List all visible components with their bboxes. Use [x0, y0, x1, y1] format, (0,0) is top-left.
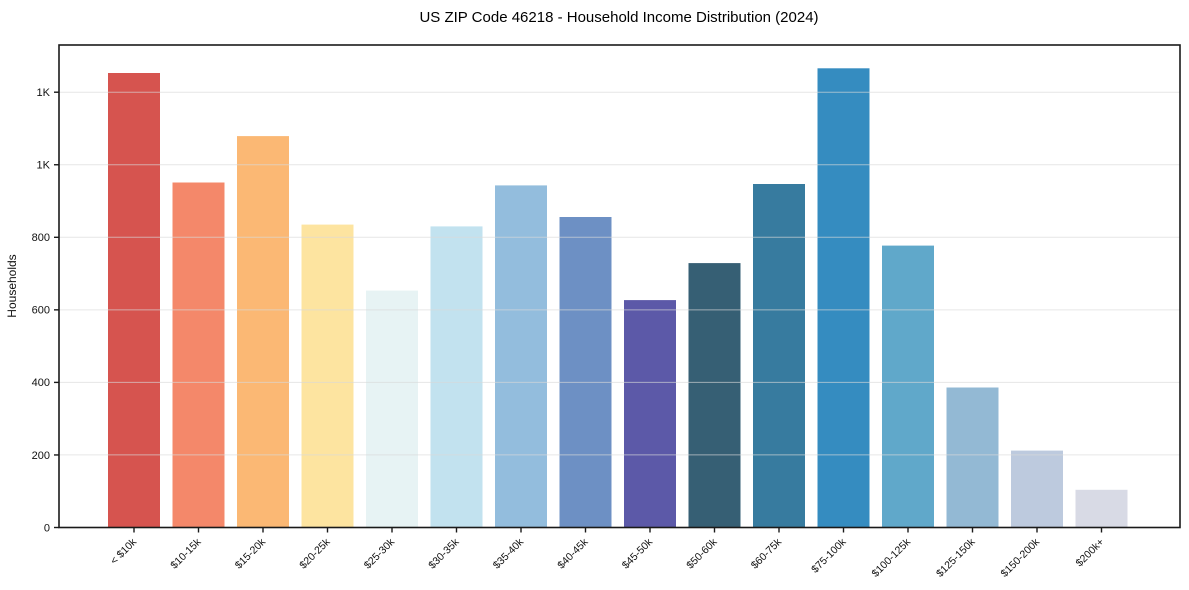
- x-tick-label: $50-60k: [684, 536, 720, 572]
- bar-5: [366, 290, 418, 528]
- x-tick-label: $35-40k: [491, 536, 527, 572]
- axes-layer: [58, 44, 1181, 529]
- x-tick-label: $200k+: [1074, 536, 1107, 569]
- bar-10: [688, 263, 741, 528]
- bar-12: [817, 68, 870, 528]
- x-tick-label: $100-125k: [870, 536, 914, 580]
- tick-marks-layer: [54, 91, 1103, 533]
- bar-7: [495, 185, 547, 528]
- bar-2: [172, 182, 225, 528]
- bar-11: [753, 184, 805, 528]
- y-tick-label: 1K: [37, 87, 51, 99]
- bar-4: [301, 224, 354, 528]
- bar-13: [882, 245, 934, 528]
- x-tick-label: $25-30k: [362, 536, 398, 572]
- x-tick-label: $10-15k: [168, 536, 204, 572]
- x-tick-label: $15-20k: [233, 536, 269, 572]
- bar-9: [624, 300, 676, 528]
- x-tick-label: $40-45k: [555, 536, 591, 572]
- y-tick-label: 400: [32, 377, 50, 389]
- x-tick-label: $125-150k: [934, 536, 978, 580]
- bar-8: [559, 217, 612, 528]
- bar-6: [430, 226, 483, 528]
- bar-1: [108, 73, 160, 528]
- y-tick-label: 600: [32, 305, 50, 317]
- y-tick-label: 0: [44, 522, 50, 534]
- plot-border: [58, 44, 1181, 529]
- y-tick-label: 1K: [37, 160, 51, 172]
- x-tick-label: $150-200k: [999, 536, 1043, 580]
- x-tick-label: $60-75k: [749, 536, 785, 572]
- bar-14: [946, 387, 999, 528]
- gridlines-layer: [59, 91, 1180, 456]
- x-tick-label: $45-50k: [620, 536, 656, 572]
- y-axis-label: Households: [5, 254, 19, 317]
- bars-layer: [108, 68, 1128, 528]
- y-tick-label: 200: [32, 450, 50, 462]
- x-tick-label: < $10k: [108, 536, 140, 568]
- chart-title: US ZIP Code 46218 - Household Income Dis…: [419, 9, 818, 26]
- y-tick-label: 800: [32, 232, 50, 244]
- bar-3: [237, 136, 289, 528]
- x-tick-label: $75-100k: [809, 536, 849, 576]
- bar-16: [1075, 489, 1128, 528]
- x-tick-label: $30-35k: [426, 536, 462, 572]
- bar-15: [1011, 450, 1063, 528]
- x-tick-label: $20-25k: [297, 536, 333, 572]
